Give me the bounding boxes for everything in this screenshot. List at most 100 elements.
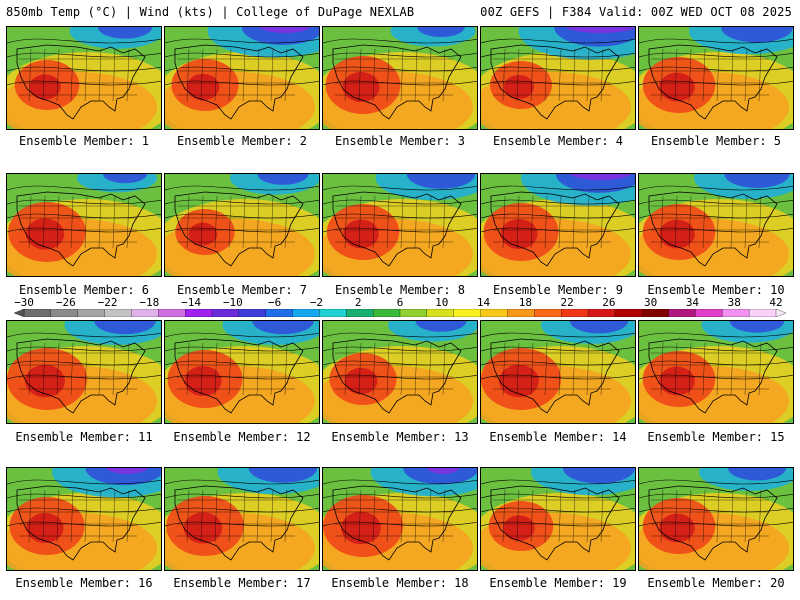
ensemble-member-caption: Ensemble Member: 16 xyxy=(15,576,153,590)
ensemble-map-panel xyxy=(322,320,478,424)
temperature-map xyxy=(481,174,635,276)
colorbar-swatch xyxy=(372,309,401,317)
colorbar-tick-label: −14 xyxy=(181,296,202,309)
colorbar-tick-label: 26 xyxy=(602,296,616,309)
ensemble-map-panel xyxy=(164,467,320,571)
colorbar-swatch xyxy=(614,309,643,317)
colorbar-tick-label: −30 xyxy=(14,296,34,309)
ensemble-member-caption: Ensemble Member: 14 xyxy=(489,430,627,444)
colorbar-right-arrow xyxy=(775,309,786,317)
colorbar-tick-label: 6 xyxy=(396,296,404,309)
temperature-map xyxy=(481,321,635,423)
ensemble-member-caption: Ensemble Member: 17 xyxy=(173,576,311,590)
ensemble-member-caption: Ensemble Member: 10 xyxy=(647,283,785,297)
colorbar-left-arrow xyxy=(14,309,25,317)
colorbar-swatch xyxy=(668,309,697,317)
ensemble-map-panel xyxy=(322,467,478,571)
temperature-map xyxy=(165,27,319,129)
ensemble-member-caption: Ensemble Member: 2 xyxy=(176,134,308,148)
colorbar-swatch xyxy=(534,309,562,317)
colorbar-swatch xyxy=(399,309,428,317)
colorbar-swatch xyxy=(292,309,321,317)
colorbar-swatch xyxy=(77,309,106,317)
colorbar-tick-label: 14 xyxy=(476,296,491,309)
ensemble-map-panel xyxy=(480,320,636,424)
temperature-map xyxy=(639,174,793,276)
ensemble-map-panel xyxy=(164,26,320,130)
colorbar-swatch xyxy=(346,309,374,317)
colorbar-swatch xyxy=(104,309,133,317)
temperature-map xyxy=(639,27,793,129)
colorbar-swatch xyxy=(265,309,294,317)
ensemble-map-panel xyxy=(164,173,320,277)
ensemble-map-panel xyxy=(6,320,162,424)
ensemble-member-caption: Ensemble Member: 6 xyxy=(18,283,150,297)
temperature-map xyxy=(481,468,635,570)
colorbar-tick-label: 34 xyxy=(685,296,700,309)
ensemble-member-caption: Ensemble Member: 3 xyxy=(334,134,466,148)
colorbar-swatch xyxy=(453,309,482,317)
temperature-map xyxy=(323,468,477,570)
colorbar-swatch xyxy=(238,309,267,317)
temperature-map xyxy=(7,321,161,423)
colorbar-tick-label: 38 xyxy=(727,296,741,309)
ensemble-map-panel xyxy=(480,26,636,130)
colorbar-tick-label: 30 xyxy=(644,296,658,309)
temperature-map xyxy=(639,321,793,423)
ensemble-member-caption: Ensemble Member: 5 xyxy=(650,134,782,148)
temperature-map xyxy=(7,27,161,129)
colorbar-swatch xyxy=(426,309,455,317)
ensemble-map-panel xyxy=(638,173,794,277)
colorbar-swatch xyxy=(722,309,750,317)
ensemble-map-panel xyxy=(6,173,162,277)
temperature-colorbar xyxy=(14,309,786,317)
ensemble-map-panel xyxy=(480,467,636,571)
ensemble-map-panel xyxy=(322,173,478,277)
colorbar-tick-label: 42 xyxy=(769,296,783,309)
ensemble-member-caption: Ensemble Member: 1 xyxy=(18,134,150,148)
colorbar-tick-label: −2 xyxy=(309,296,324,309)
colorbar-swatch xyxy=(158,309,186,317)
colorbar-tick-label: −6 xyxy=(268,296,282,309)
temperature-map xyxy=(165,321,319,423)
colorbar-swatch xyxy=(23,309,52,317)
temperature-map xyxy=(323,174,477,276)
ensemble-map-panel xyxy=(164,320,320,424)
colorbar-tick-label: 2 xyxy=(354,296,362,309)
colorbar-tick-label: −18 xyxy=(139,296,160,309)
ensemble-map-panel xyxy=(638,320,794,424)
temperature-map xyxy=(323,27,477,129)
colorbar-swatch xyxy=(480,309,509,317)
ensemble-map-panel xyxy=(322,26,478,130)
temperature-map xyxy=(481,27,635,129)
colorbar-swatch xyxy=(560,309,589,317)
ensemble-member-caption: Ensemble Member: 19 xyxy=(489,576,627,590)
header-valid-time: 00Z GEFS | F384 Valid: 00Z WED OCT 08 20… xyxy=(480,5,792,19)
ensemble-member-caption: Ensemble Member: 15 xyxy=(647,430,785,444)
ensemble-map-panel xyxy=(6,26,162,130)
colorbar-swatch xyxy=(184,309,213,317)
ensemble-map-panel xyxy=(6,467,162,571)
temperature-map xyxy=(7,174,161,276)
colorbar-tick-label: 18 xyxy=(518,296,532,309)
ensemble-member-caption: Ensemble Member: 7 xyxy=(176,283,308,297)
ensemble-map-panel xyxy=(638,467,794,571)
colorbar-swatch xyxy=(319,309,347,317)
ensemble-member-caption: Ensemble Member: 11 xyxy=(15,430,153,444)
ensemble-member-caption: Ensemble Member: 12 xyxy=(173,430,311,444)
temperature-map xyxy=(165,174,319,276)
colorbar-tick-label: 22 xyxy=(560,296,574,309)
colorbar-swatch xyxy=(507,309,535,317)
colorbar-swatch xyxy=(587,309,616,317)
temperature-map xyxy=(7,468,161,570)
ensemble-map-panel xyxy=(638,26,794,130)
colorbar-swatch xyxy=(211,309,240,317)
ensemble-member-caption: Ensemble Member: 18 xyxy=(331,576,469,590)
ensemble-member-caption: Ensemble Member: 4 xyxy=(492,134,624,148)
colorbar-swatch xyxy=(131,309,159,317)
ensemble-member-caption: Ensemble Member: 9 xyxy=(492,283,624,297)
ensemble-member-caption: Ensemble Member: 13 xyxy=(331,430,469,444)
colorbar-tick-label: −26 xyxy=(55,296,76,309)
colorbar-swatch xyxy=(50,309,79,317)
temperature-map xyxy=(165,468,319,570)
